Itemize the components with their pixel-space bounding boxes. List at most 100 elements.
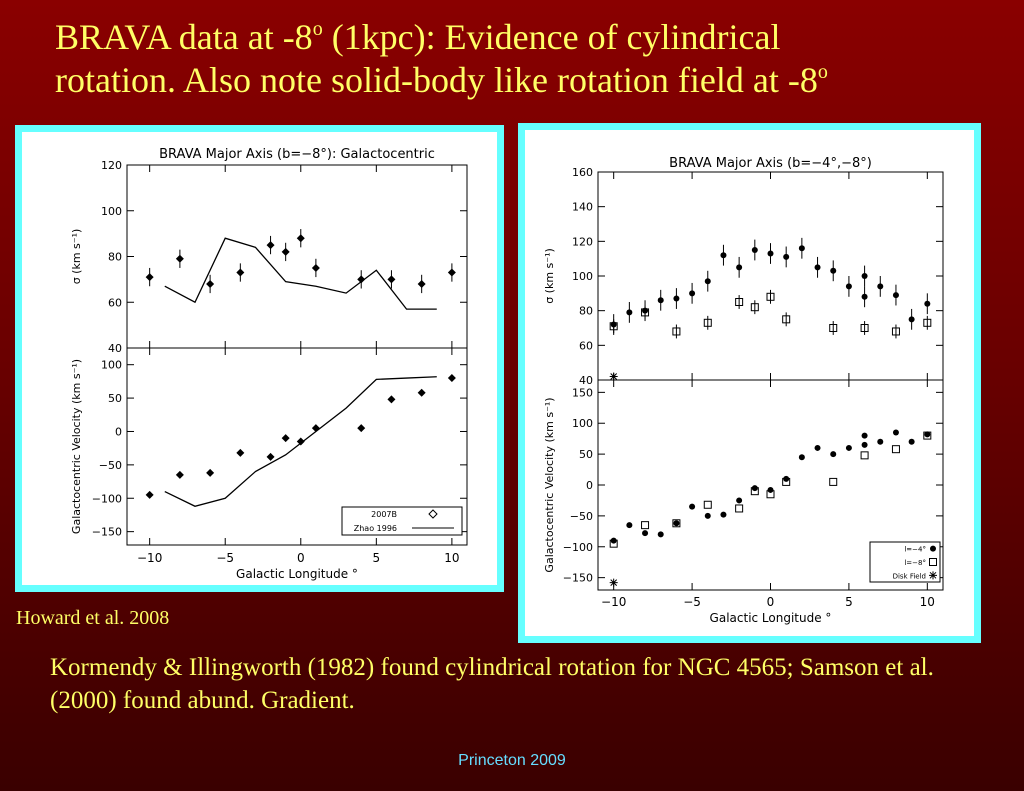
data-point: [689, 503, 696, 510]
left-chart: BRAVA Major Axis (b=−8°): Galactocentric…: [70, 147, 468, 581]
data-point: [766, 292, 775, 301]
plot-panel: 40 60 80 100 120 140 160 σ (km s⁻¹): [543, 166, 944, 387]
left-chart-panel: BRAVA Major Axis (b=−8°): Galactocentric…: [15, 125, 504, 592]
data-point: [861, 441, 868, 448]
x-tick-label: 10: [920, 595, 935, 609]
data-point: [609, 578, 618, 587]
y-axis-label: σ (km s⁻¹): [70, 229, 83, 285]
data-point: [892, 429, 899, 436]
legend-box: [869, 541, 941, 583]
data-point: [236, 448, 245, 457]
y-tick-label: 0: [115, 425, 122, 438]
data-point: [892, 292, 899, 299]
data-point: [735, 298, 744, 306]
x-tick-label: −10: [601, 595, 626, 609]
y-tick-label: 50: [108, 392, 122, 405]
data-point: [767, 486, 774, 493]
data-point: [861, 273, 868, 279]
data-point: [447, 374, 456, 383]
x-tick-label: −5: [683, 595, 701, 609]
data-point: [266, 241, 275, 250]
y-tick-label: 120: [101, 159, 122, 172]
series-line: [164, 237, 437, 310]
series-line: [164, 376, 437, 507]
data-point: [311, 263, 320, 272]
data-point: [845, 283, 852, 290]
data-point: [750, 487, 759, 496]
data-point: [814, 264, 821, 271]
x-axis-label: Galactic Longitude °: [710, 611, 832, 625]
data-point: [609, 539, 618, 548]
y-tick-label: 80: [579, 305, 593, 318]
data-point: [626, 522, 633, 529]
title-line2-a: rotation. Also note solid-body like rota…: [55, 60, 818, 100]
title-sup2: o: [817, 61, 828, 83]
x-tick-label: 5: [845, 595, 853, 609]
note-text: Kormendy & Illingworth (1982) found cyli…: [50, 654, 934, 714]
plot-frame: [126, 347, 468, 546]
plot-panel: −150 −100 −50 0 50 100 Galactocentric Velocity…: [70, 347, 468, 546]
data-point: [845, 444, 852, 451]
legend-label: Disk Field: [893, 572, 926, 580]
data-point: [145, 273, 154, 282]
x-tick-label: 0: [767, 595, 775, 609]
y-tick-label: 0: [586, 479, 593, 492]
plot-frame: [597, 171, 944, 381]
data-point: [689, 290, 696, 297]
data-point: [924, 431, 931, 438]
y-tick-label: 150: [572, 386, 593, 399]
data-point: [641, 521, 650, 530]
data-point: [860, 324, 869, 332]
data-point: [641, 308, 650, 317]
legend-swatch: [428, 509, 438, 519]
data-point: [642, 530, 649, 537]
data-point: [281, 247, 290, 256]
data-point: [891, 445, 900, 454]
x-tick-label: 5: [373, 551, 381, 565]
data-point: [387, 395, 396, 404]
y-tick-label: 100: [101, 359, 122, 372]
data-point: [877, 283, 884, 290]
y-tick-label: 100: [572, 270, 593, 283]
plot-panel: 40 60 80 100 120 σ (km s⁻¹): [70, 159, 468, 355]
data-point: [861, 293, 868, 300]
data-point: [860, 451, 869, 460]
chart-title: BRAVA Major Axis (b=−8°): Galactocentric: [159, 147, 435, 162]
footer-text: Princeton 2009: [458, 752, 566, 769]
title-sup1: o: [312, 18, 323, 40]
data-point: [908, 316, 915, 323]
x-tick-label: −5: [216, 551, 234, 565]
data-point: [672, 327, 681, 336]
data-point: [609, 372, 618, 381]
data-point: [266, 452, 275, 461]
y-tick-label: 50: [579, 448, 593, 461]
right-chart: BRAVA Major Axis (b=−4°,−8°)406080100120…: [543, 156, 944, 625]
data-point: [782, 477, 791, 486]
data-point: [767, 250, 774, 257]
legend-swatch: [929, 571, 937, 580]
data-point: [206, 468, 215, 477]
data-point: [814, 444, 821, 451]
data-point: [296, 437, 305, 446]
legend: 2007B Zhao 1996: [341, 506, 463, 536]
y-tick-label: −50: [99, 459, 122, 472]
legend-label: Zhao 1996: [354, 524, 397, 533]
data-point: [736, 497, 743, 504]
data-point: [447, 268, 456, 277]
y-tick-label: 40: [579, 374, 593, 387]
y-tick-label: 120: [572, 235, 593, 248]
chart-title: BRAVA Major Axis (b=−4°,−8°): [669, 156, 872, 171]
data-point: [830, 451, 837, 458]
legend-swatch: [929, 558, 937, 566]
x-tick-label: 0: [297, 551, 305, 565]
data-point: [657, 531, 664, 538]
data-point: [673, 520, 680, 527]
y-tick-label: −50: [570, 510, 593, 523]
data-point: [830, 267, 837, 274]
data-point: [703, 500, 712, 509]
data-point: [751, 247, 758, 253]
data-point: [236, 268, 245, 277]
data-point: [923, 318, 932, 327]
x-tick-label: 10: [444, 551, 459, 565]
y-tick-label: 60: [108, 296, 122, 309]
